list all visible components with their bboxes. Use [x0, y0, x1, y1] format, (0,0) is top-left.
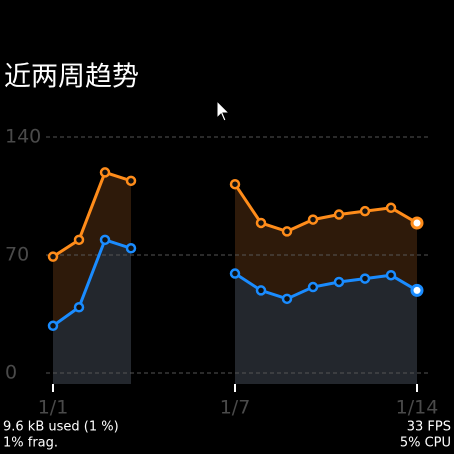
data-point [333, 209, 345, 220]
fps-label: 33 FPS [407, 420, 451, 435]
x-tick-label: 1/14 [396, 397, 439, 419]
data-point [281, 293, 293, 305]
data-point [229, 178, 241, 190]
data-point [307, 214, 319, 225]
x-tick-label: 1/7 [220, 397, 251, 419]
data-point [385, 269, 397, 281]
data-point [307, 281, 319, 293]
data-point [255, 217, 267, 229]
y-tick-label: 140 [5, 126, 41, 148]
frag-label: 1% frag. [3, 436, 58, 451]
data-point [125, 243, 137, 254]
data-point [333, 276, 345, 288]
y-tick-label: 70 [5, 244, 29, 266]
data-point [385, 202, 397, 214]
plot: 0 70 140 1/1 1/7 1/14 [5, 126, 438, 419]
cpu-label: 5% CPU [400, 436, 451, 451]
data-point [410, 283, 424, 297]
data-point [99, 234, 111, 246]
data-point [99, 167, 111, 178]
data-point [73, 234, 85, 246]
data-point [47, 251, 59, 262]
series-area [53, 239, 417, 384]
data-point [410, 216, 424, 230]
data-point [125, 175, 137, 187]
y-tick-label: 0 [5, 362, 17, 384]
memory-label: 9.6 kB used (1 %) [3, 420, 119, 435]
data-point [281, 226, 293, 237]
data-point [359, 273, 371, 284]
data-point [255, 285, 267, 296]
x-tick-label: 1/1 [38, 397, 69, 419]
data-point [73, 302, 85, 313]
mouse-cursor [216, 99, 231, 122]
data-point [47, 320, 59, 332]
chart-title: 近两周趋势 [4, 62, 139, 93]
data-point [229, 268, 241, 279]
data-point [359, 205, 371, 217]
